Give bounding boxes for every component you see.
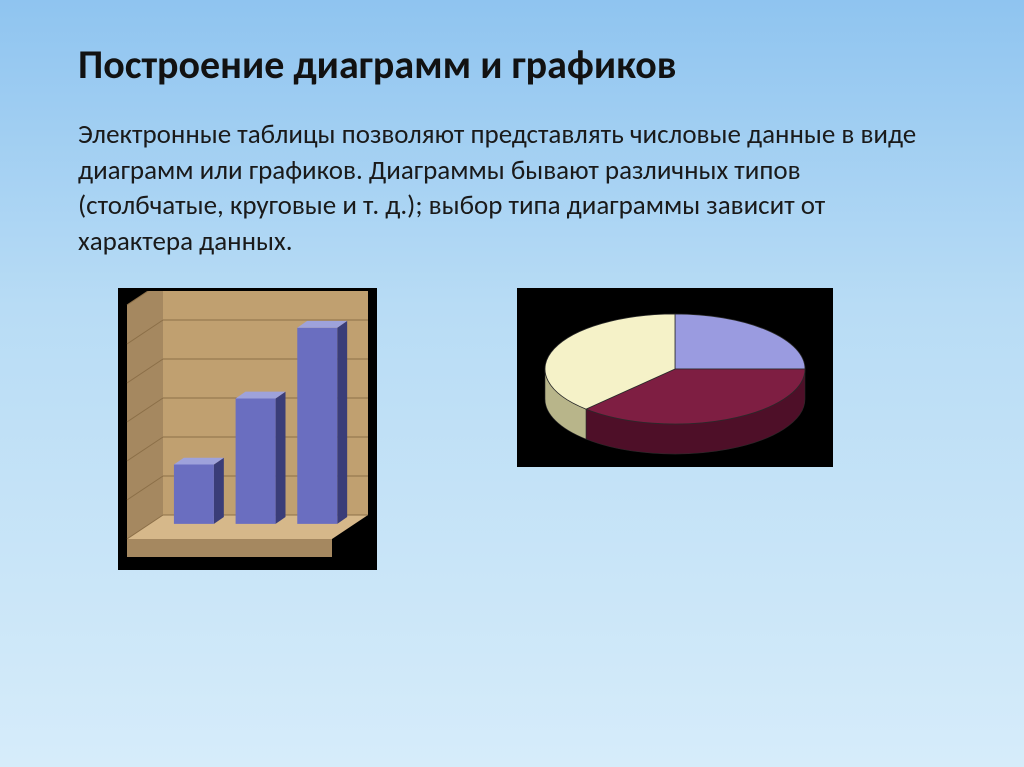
slide-body-text: Электронные таблицы позволяют представля… — [78, 117, 946, 260]
pie-chart-frame — [517, 288, 833, 467]
slide-title: Построение диаграмм и графиков — [78, 40, 964, 89]
pie-chart-icon — [520, 291, 830, 464]
bar-chart-icon — [121, 291, 374, 567]
slide: Построение диаграмм и графиков Электронн… — [0, 0, 1024, 767]
charts-row — [118, 288, 964, 570]
bar-chart-frame — [118, 288, 377, 570]
